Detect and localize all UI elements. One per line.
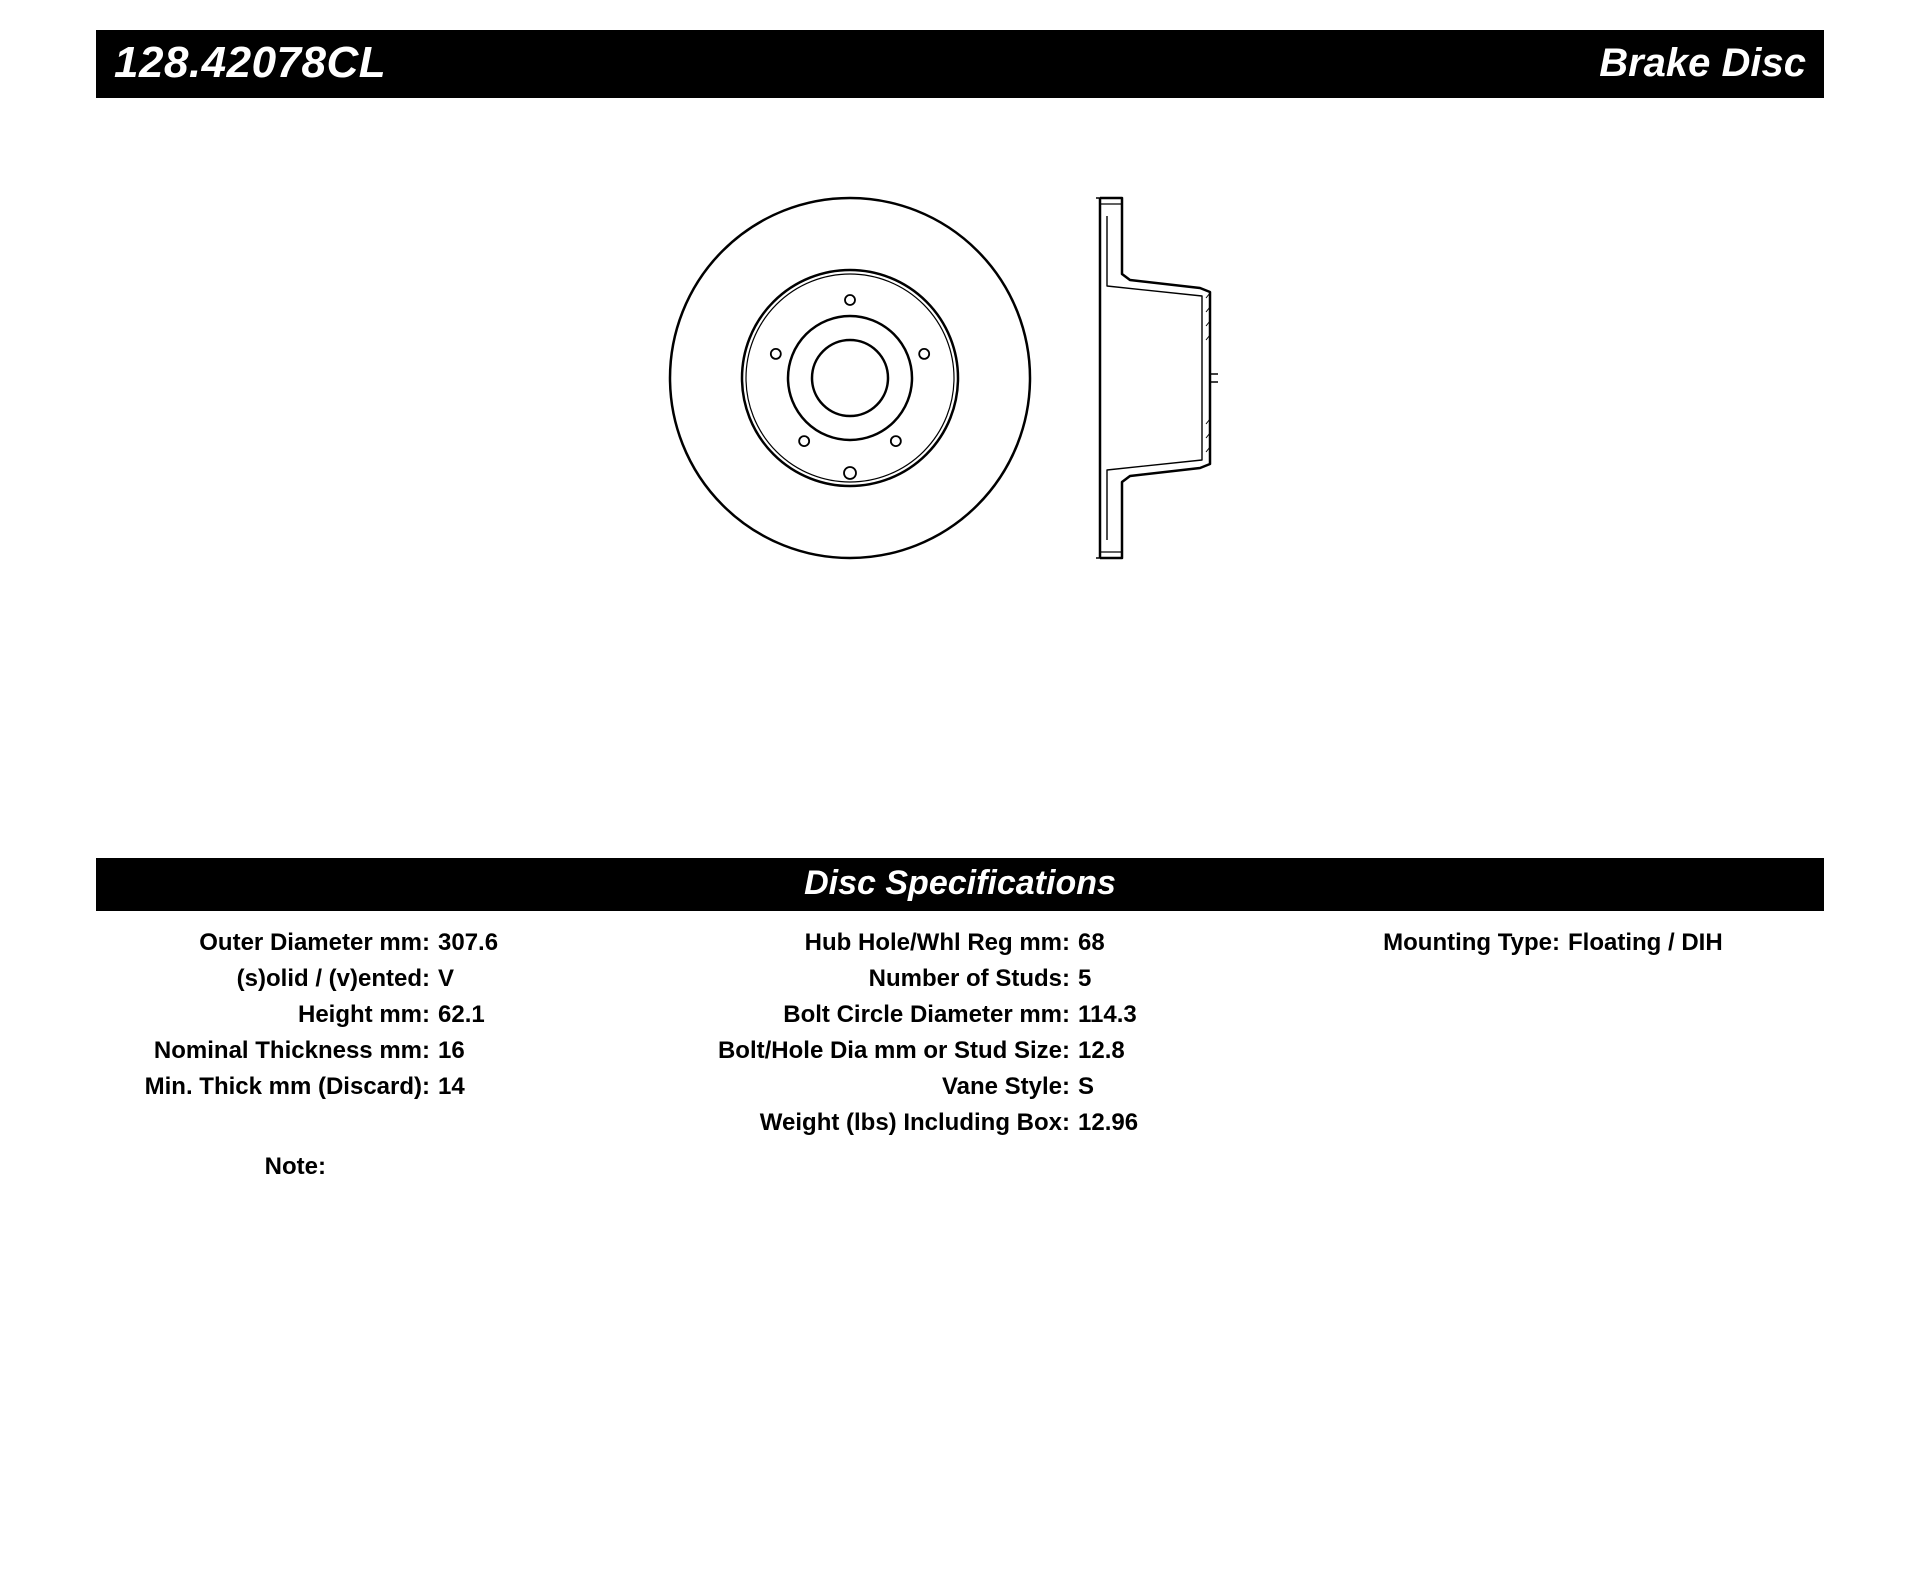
brake-disc-side-view	[1090, 188, 1260, 568]
spec-value: 68	[1076, 929, 1105, 957]
spec-row: Nominal Thickness mm: 16	[96, 1037, 656, 1065]
spec-column-1: Outer Diameter mm: 307.6(s)olid / (v)ent…	[96, 929, 656, 1181]
spec-label: Min. Thick mm (Discard):	[96, 1073, 436, 1101]
spec-label: Bolt Circle Diameter mm:	[656, 1001, 1076, 1029]
spec-label: Mounting Type:	[1276, 929, 1566, 957]
spec-row: Weight (lbs) Including Box: 12.96	[656, 1109, 1276, 1137]
spec-row: Mounting Type: Floating / DIH	[1276, 929, 1776, 957]
spec-label: Bolt/Hole Dia mm or Stud Size:	[656, 1037, 1076, 1065]
spec-value: 14	[436, 1073, 465, 1101]
spec-column-3: Mounting Type: Floating / DIH	[1276, 929, 1776, 1181]
spec-value: 114.3	[1076, 1001, 1137, 1029]
spec-value: 307.6	[436, 929, 498, 957]
spec-label: Nominal Thickness mm:	[96, 1037, 436, 1065]
spec-row: Number of Studs: 5	[656, 965, 1276, 993]
spec-label: Outer Diameter mm:	[96, 929, 436, 957]
brake-disc-front-view	[660, 188, 1040, 568]
spec-column-2: Hub Hole/Whl Reg mm: 68 Number of Studs: …	[656, 929, 1276, 1181]
spec-value: 62.1	[436, 1001, 485, 1029]
spec-sheet: 128.42078CL Brake Disc Disc Specificatio…	[96, 30, 1824, 1542]
part-number: 128.42078CL	[114, 38, 386, 88]
spec-value: 12.8	[1076, 1037, 1125, 1065]
spec-row: (s)olid / (v)ented: V	[96, 965, 656, 993]
spec-row: Height mm: 62.1	[96, 1001, 656, 1029]
spec-value: 5	[1076, 965, 1091, 993]
note-label: Note:	[96, 1153, 326, 1181]
spec-value: V	[436, 965, 454, 993]
spec-row: Hub Hole/Whl Reg mm: 68	[656, 929, 1276, 957]
spec-row: Outer Diameter mm: 307.6	[96, 929, 656, 957]
spec-label: Height mm:	[96, 1001, 436, 1029]
spec-value: 12.96	[1076, 1109, 1138, 1137]
spec-value: 16	[436, 1037, 465, 1065]
spec-label: Hub Hole/Whl Reg mm:	[656, 929, 1076, 957]
technical-drawing	[96, 98, 1824, 858]
spec-value: Floating / DIH	[1566, 929, 1723, 957]
spec-row: Min. Thick mm (Discard): 14	[96, 1073, 656, 1101]
spec-header: Disc Specifications	[96, 858, 1824, 911]
spec-label: (s)olid / (v)ented:	[96, 965, 436, 993]
spec-row: Vane Style: S	[656, 1073, 1276, 1101]
product-name: Brake Disc	[1599, 41, 1806, 86]
specs-table: Outer Diameter mm: 307.6(s)olid / (v)ent…	[96, 911, 1824, 1181]
spec-label: Number of Studs:	[656, 965, 1076, 993]
spec-label: Weight (lbs) Including Box:	[656, 1109, 1076, 1137]
spec-value: S	[1076, 1073, 1094, 1101]
spec-row: Bolt Circle Diameter mm: 114.3	[656, 1001, 1276, 1029]
spec-label: Vane Style:	[656, 1073, 1076, 1101]
title-bar: 128.42078CL Brake Disc	[96, 30, 1824, 98]
spec-row: Bolt/Hole Dia mm or Stud Size: 12.8	[656, 1037, 1276, 1065]
